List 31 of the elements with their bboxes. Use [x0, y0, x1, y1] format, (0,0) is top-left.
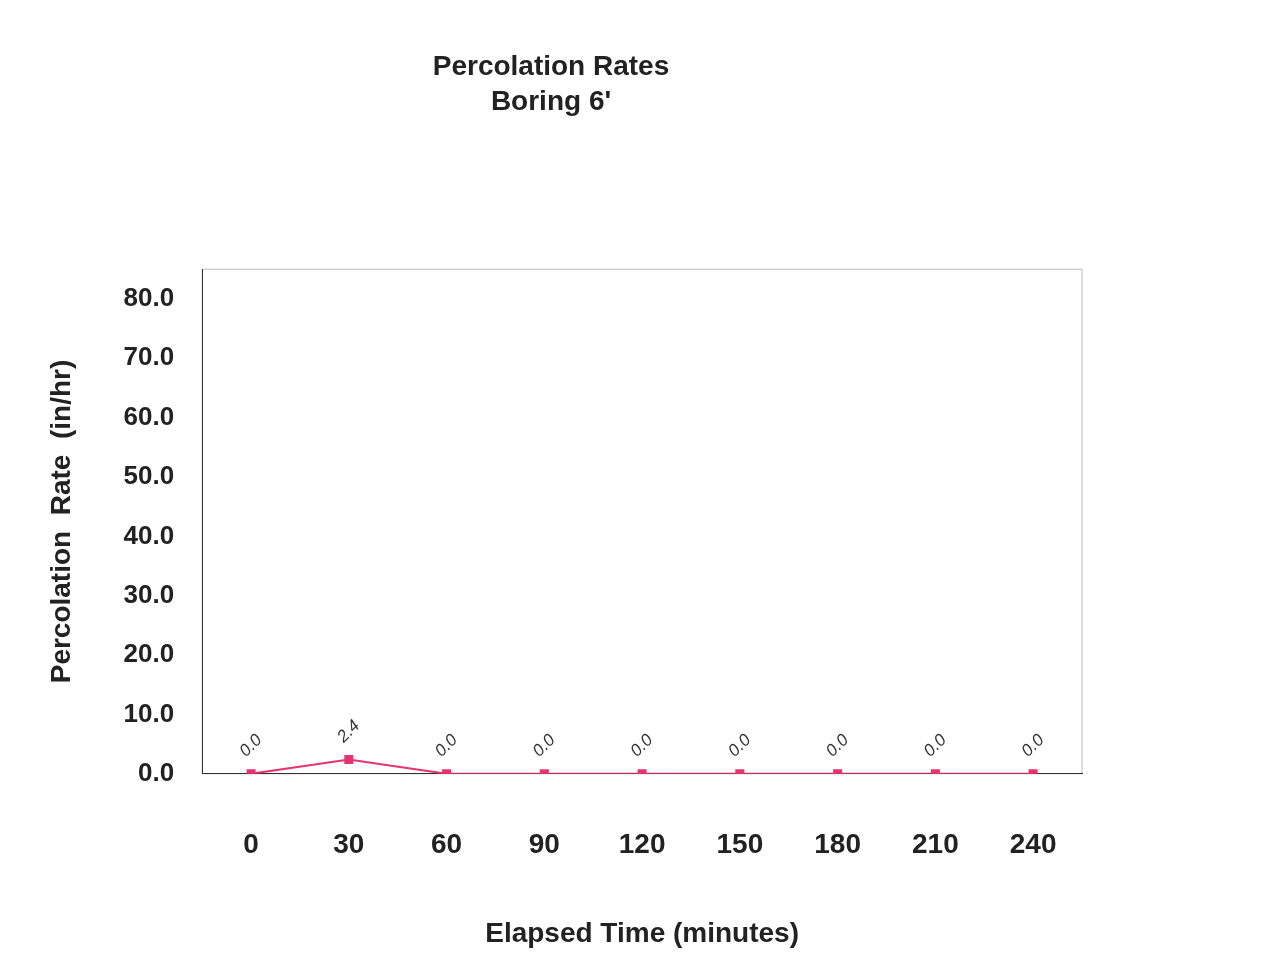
chart-title: Percolation Rates — [432, 49, 670, 81]
x-axis-title: Elapsed Time (minutes) — [485, 916, 799, 948]
y-tick-label: 0.0 — [138, 756, 175, 787]
data-label: 0.0 — [919, 729, 951, 761]
x-tick-label: 240 — [1009, 828, 1057, 860]
data-label: 0.0 — [1017, 729, 1049, 761]
x-tick-label: 30 — [333, 828, 365, 860]
y-axis-title: Percolation Rate (in/hr) — [44, 359, 76, 684]
data-label: 0.0 — [430, 729, 462, 761]
data-label: 0.0 — [821, 729, 853, 761]
chart-subtitle: Boring 6' — [490, 85, 612, 117]
x-tick-label: 150 — [716, 828, 764, 860]
x-tick-label: 120 — [618, 828, 666, 860]
x-tick-label: 180 — [814, 828, 861, 860]
x-tick-label: 90 — [528, 828, 560, 860]
y-tick-label: 80.0 — [123, 282, 175, 313]
data-label: 0.0 — [235, 729, 266, 761]
y-tick-label: 30.0 — [123, 578, 175, 609]
x-tick-label: 60 — [431, 828, 463, 860]
data-label: 2.4 — [332, 715, 364, 747]
y-tick-label: 70.0 — [123, 341, 175, 372]
x-tick-label: 0 — [243, 828, 259, 860]
y-tick-label: 10.0 — [123, 697, 175, 728]
data-label: 0.0 — [528, 729, 560, 761]
y-tick-label: 20.0 — [123, 638, 175, 669]
y-tick-label: 50.0 — [123, 460, 175, 491]
data-label: 0.0 — [724, 729, 755, 761]
x-tick-label: 210 — [912, 828, 959, 860]
y-tick-label: 40.0 — [123, 519, 175, 550]
y-tick-label: 60.0 — [123, 400, 175, 431]
data-label: 0.0 — [626, 729, 658, 761]
